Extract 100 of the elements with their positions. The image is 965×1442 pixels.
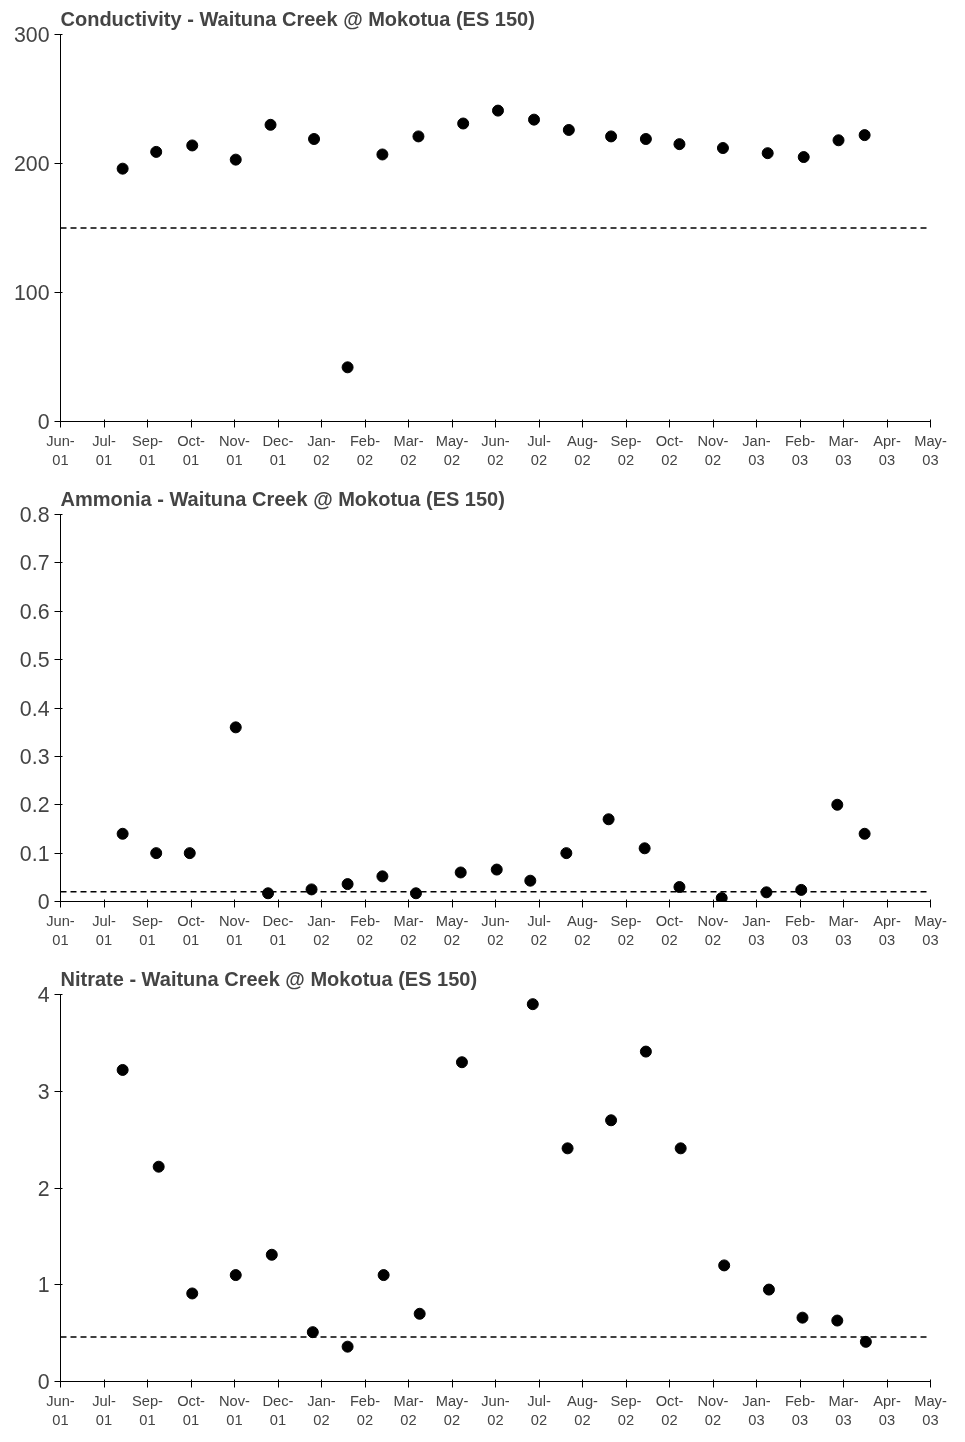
x-tick-label: Mar-02: [393, 432, 424, 468]
point: [264, 118, 277, 131]
point: [526, 998, 539, 1011]
x-tick-label: Jan-03: [742, 1392, 771, 1428]
x-tick-label: Aug-02: [567, 1392, 599, 1428]
point: [605, 1114, 618, 1127]
point: [409, 887, 422, 900]
x-tick-label: May-02: [435, 1392, 469, 1428]
x-tick-label: Apr-03: [873, 1392, 901, 1428]
point: [795, 883, 808, 896]
x-tick-label: Feb-03: [784, 1392, 816, 1428]
x-tick-label: Apr-03: [873, 912, 901, 948]
x-tick-label: Mar-02: [393, 1392, 424, 1428]
point: [306, 1326, 319, 1339]
point: [490, 863, 503, 876]
point: [116, 827, 129, 840]
point: [761, 147, 774, 160]
x-tick-label: Sep-01: [132, 1392, 164, 1428]
x-tick-label: May-03: [914, 1392, 947, 1428]
y-tick-label: 0.4: [19, 696, 50, 721]
point: [561, 1142, 574, 1155]
x-tick-label: Jun-01: [46, 912, 75, 948]
point: [796, 1311, 809, 1324]
point: [305, 883, 318, 896]
x-tick-label: Feb-02: [349, 432, 381, 468]
x-tick-label: Oct-02: [655, 912, 684, 948]
point: [413, 1307, 426, 1320]
point: [674, 1142, 687, 1155]
point: [858, 129, 871, 142]
point: [528, 113, 541, 126]
x-tick-label: Jul-01: [92, 432, 116, 468]
y-tick-label: 0.7: [19, 551, 50, 576]
x-tick-label: Feb-02: [349, 912, 381, 948]
point: [831, 1314, 844, 1327]
x-tick-label: Mar-03: [828, 912, 859, 948]
y-tick-label: 0: [37, 1370, 50, 1394]
x-tick-label: Mar-03: [828, 432, 859, 468]
point: [639, 133, 652, 145]
x-tick-label: Sep-01: [132, 912, 164, 948]
y-tick-label: 0.8: [19, 503, 50, 527]
point: [150, 145, 163, 158]
point: [716, 142, 729, 155]
x-tick-label: Nov-01: [219, 1392, 251, 1428]
point: [412, 130, 425, 143]
point: [116, 1063, 129, 1076]
point: [831, 798, 844, 811]
point: [718, 1259, 731, 1272]
point: [186, 1287, 199, 1300]
x-tick-label: May-02: [435, 432, 469, 468]
y-tick-label: 100: [13, 281, 50, 305]
point: [605, 130, 618, 143]
x-tick-label: Sep-02: [610, 432, 642, 468]
x-tick-label: Jan-03: [742, 912, 771, 948]
chart-title: Nitrate - Waituna Creek @ Mokotua (ES 150): [60, 967, 478, 990]
x-tick-label: Mar-02: [393, 912, 424, 948]
point: [455, 1056, 468, 1069]
point: [341, 361, 354, 374]
x-tick-label: Oct-01: [177, 912, 205, 948]
x-tick-label: Nov-02: [697, 432, 729, 468]
point: [560, 847, 573, 860]
x-tick-label: May-03: [914, 912, 947, 948]
chart-title: Conductivity - Waituna Creek @ Mokotua (ES 150): [60, 7, 535, 30]
point: [229, 721, 242, 734]
y-tick-label: 4: [37, 983, 50, 1007]
y-tick-label: 0.5: [19, 648, 50, 673]
x-tick-label: Jul-02: [527, 1392, 551, 1428]
x-tick-label: Jul-02: [527, 912, 551, 948]
x-tick-label: Oct-02: [655, 1392, 684, 1428]
point: [341, 878, 354, 891]
point: [491, 104, 504, 117]
x-tick-label: Jan-02: [307, 912, 336, 948]
x-tick-label: Jun-02: [481, 912, 510, 948]
x-tick-label: May-03: [914, 432, 947, 468]
x-tick-label: Jul-01: [92, 912, 116, 948]
y-tick-label: 0: [37, 890, 50, 914]
x-tick-label: Jun-02: [481, 1392, 510, 1428]
point: [673, 138, 686, 151]
point: [602, 813, 615, 826]
x-tick-label: Jun-01: [46, 432, 75, 468]
point: [183, 847, 196, 860]
x-tick-label: Jul-01: [92, 1392, 116, 1428]
point: [308, 133, 321, 145]
x-tick-label: Nov-02: [697, 912, 729, 948]
x-tick-label: Apr-03: [873, 432, 901, 468]
point: [762, 1283, 775, 1296]
x-tick-label: Sep-01: [132, 432, 164, 468]
point: [229, 153, 242, 166]
y-tick-label: 2: [37, 1176, 50, 1201]
point: [797, 151, 810, 164]
point: [116, 162, 129, 175]
point: [562, 123, 575, 136]
point: [186, 139, 199, 152]
y-tick-label: 3: [37, 1079, 50, 1104]
x-tick-label: Jul-02: [527, 432, 551, 468]
x-tick-label: Oct-01: [177, 432, 205, 468]
y-tick-label: 0.1: [19, 841, 50, 866]
x-tick-label: May-02: [435, 912, 469, 948]
y-tick-label: 300: [13, 23, 50, 47]
x-tick-label: Nov-01: [219, 432, 251, 468]
point: [673, 881, 686, 893]
